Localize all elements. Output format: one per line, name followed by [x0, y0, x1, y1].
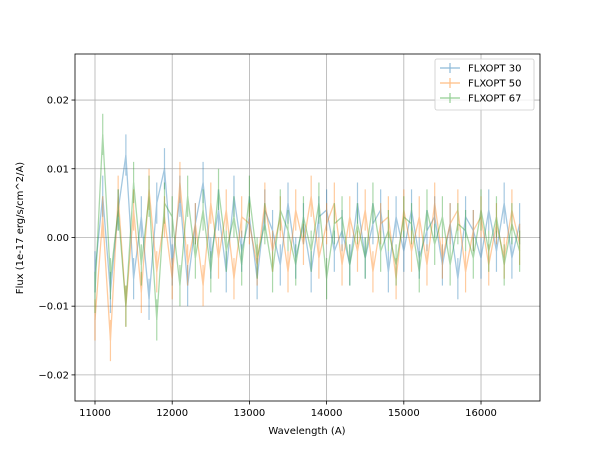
y-tick-label: −0.02	[38, 370, 69, 381]
x-tick-label: 15000	[388, 408, 420, 419]
x-tick-label: 14000	[311, 408, 343, 419]
y-tick-label: 0.01	[47, 164, 69, 175]
series-flxopt-50	[94, 161, 521, 362]
plot-frame	[74, 53, 541, 402]
y-tick-label: −0.01	[38, 302, 69, 313]
x-tick-label: 16000	[465, 408, 497, 419]
series-line	[94, 134, 521, 320]
series-flxopt-30	[94, 134, 521, 320]
x-tick-label: 13000	[233, 408, 265, 419]
series-group	[94, 113, 521, 362]
grid	[75, 54, 540, 401]
legend-box	[434, 58, 535, 111]
x-axis-label: Wavelength (A)	[268, 426, 345, 437]
legend-label: FLXOPT 30	[468, 64, 521, 75]
y-axis-label: Flux (1e-17 erg/s/cm^2/A)	[15, 162, 26, 294]
ticks: 11000 12000 13000 14000 15000 16000 0.02 0.01 0.…	[38, 96, 497, 419]
legend-handle	[440, 78, 460, 88]
legend-handle	[440, 63, 460, 73]
series-line	[94, 154, 521, 300]
legend-label: FLXOPT 67	[468, 94, 521, 105]
series-line	[94, 182, 521, 341]
legend-handle	[440, 93, 460, 103]
legend-label: FLXOPT 50	[468, 79, 521, 90]
x-tick-label: 12000	[156, 408, 188, 419]
x-tick-label: 11000	[79, 408, 111, 419]
series-flxopt-67	[94, 113, 521, 341]
y-tick-label: 0.00	[47, 233, 69, 244]
y-tick-label: 0.02	[47, 96, 69, 107]
legend: FLXOPT 30 FLXOPT 50 FLXOPT 67	[434, 58, 535, 111]
